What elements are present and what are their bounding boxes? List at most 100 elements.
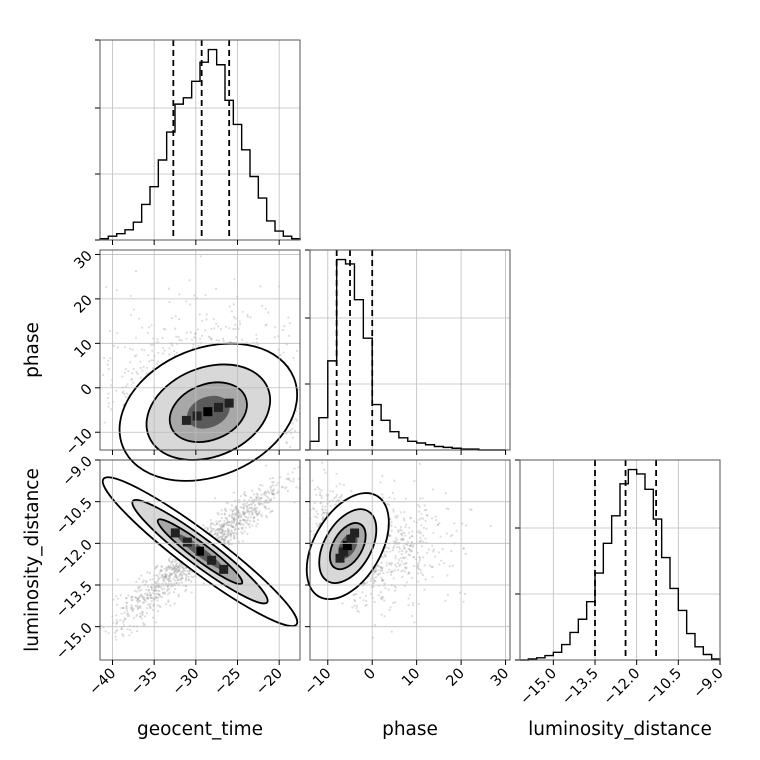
scatter-point [177,566,181,569]
scatter-point [273,496,276,499]
scatter-point [264,490,267,493]
scatter-point [130,608,133,611]
scatter-point [188,578,191,581]
density-core-cell [192,411,202,421]
scatter-point [272,489,275,492]
scatter-point [135,580,138,584]
scatter-point [235,523,238,526]
scatter-point [399,511,402,514]
scatter-point [154,586,157,589]
scatter-point [158,585,161,588]
scatter-point [124,368,127,371]
scatter-point [385,561,388,564]
scatter-point [227,524,230,527]
scatter-point [264,506,267,509]
scatter-point [103,357,106,360]
scatter-point [255,525,258,528]
scatter-point [390,529,393,533]
scatter-point [220,527,223,530]
scatter-point [221,337,225,340]
scatter-point [290,480,293,483]
y-axis-label: luminosity_distance [22,468,43,652]
scatter-point [179,572,182,575]
scatter-point [203,527,207,530]
scatter-point [285,478,288,481]
scatter-point [180,575,183,578]
scatter-point [149,596,153,600]
scatter-point [229,524,232,527]
scatter-point [331,499,334,502]
scatter-point [130,377,133,380]
scatter-point [379,591,382,594]
scatter-point [239,523,242,526]
scatter-point [156,340,159,344]
scatter-point [242,493,246,496]
scatter-point [221,529,224,532]
scatter-point [226,502,229,505]
scatter-point [265,499,268,502]
scatter-point [422,526,425,529]
scatter-point [213,533,216,536]
scatter-point [395,516,398,519]
scatter-point [130,608,133,611]
scatter-point [135,615,138,618]
scatter-point [172,571,175,574]
scatter-point [175,351,178,354]
scatter-point [255,333,258,336]
scatter-point [157,577,161,580]
scatter-point [178,567,181,570]
scatter-point [221,530,224,533]
scatter-point [392,577,395,580]
scatter-point [185,585,188,588]
scatter-point [386,550,389,553]
scatter-point [128,347,132,350]
scatter-point [243,491,246,494]
scatter-point [132,381,135,384]
scatter-point [109,357,112,360]
scatter-point [228,514,231,517]
scatter-point [422,534,425,537]
scatter-point [150,359,153,362]
scatter-point [446,574,449,577]
scatter-point [245,505,248,508]
scatter-point [227,531,230,534]
scatter-point [265,491,268,494]
scatter-point [210,531,213,534]
scatter-point [171,563,175,567]
scatter-point [320,496,323,500]
scatter-point [141,369,144,372]
scatter-point [285,486,288,489]
scatter-point [218,528,222,531]
scatter-point [270,485,273,488]
scatter-point [238,498,241,502]
scatter-point [238,516,241,519]
scatter-point [220,531,223,534]
panel-frame [99,249,301,451]
scatter-point [291,436,294,439]
scatter-point [159,606,162,609]
scatter-point [234,514,237,517]
scatter-point [201,334,204,337]
scatter-point [209,336,212,339]
scatter-point [235,336,238,339]
scatter-point [138,589,141,592]
scatter-point [273,492,276,496]
scatter-point [291,427,294,430]
scatter-point [143,598,146,602]
scatter-point [318,494,321,497]
scatter-point [265,323,268,326]
scatter-point [464,592,467,596]
scatter-point [220,509,223,512]
scatter-point [432,531,435,534]
scatter-point [134,270,138,273]
scatter-point [217,537,220,540]
scatter-point [141,326,144,329]
scatter-point [222,540,226,543]
scatter-point [394,601,397,604]
scatter-point [238,522,241,525]
scatter-point [269,488,273,491]
scatter-point [434,515,437,518]
scatter-point [216,534,220,537]
scatter-point [136,597,139,600]
scatter-point [413,565,416,568]
